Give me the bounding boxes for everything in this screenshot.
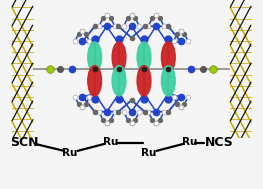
Text: NCS: NCS xyxy=(205,136,234,149)
Text: SCN: SCN xyxy=(11,136,39,149)
Ellipse shape xyxy=(137,66,151,96)
Text: Ru: Ru xyxy=(103,137,118,147)
Ellipse shape xyxy=(112,66,126,96)
Ellipse shape xyxy=(88,42,102,72)
Ellipse shape xyxy=(137,42,151,72)
Text: Ru: Ru xyxy=(141,148,156,158)
Ellipse shape xyxy=(161,66,175,96)
Text: Ru: Ru xyxy=(182,137,197,147)
Text: Ru: Ru xyxy=(62,148,77,158)
Ellipse shape xyxy=(112,42,126,72)
Ellipse shape xyxy=(161,42,175,72)
Ellipse shape xyxy=(88,66,102,96)
